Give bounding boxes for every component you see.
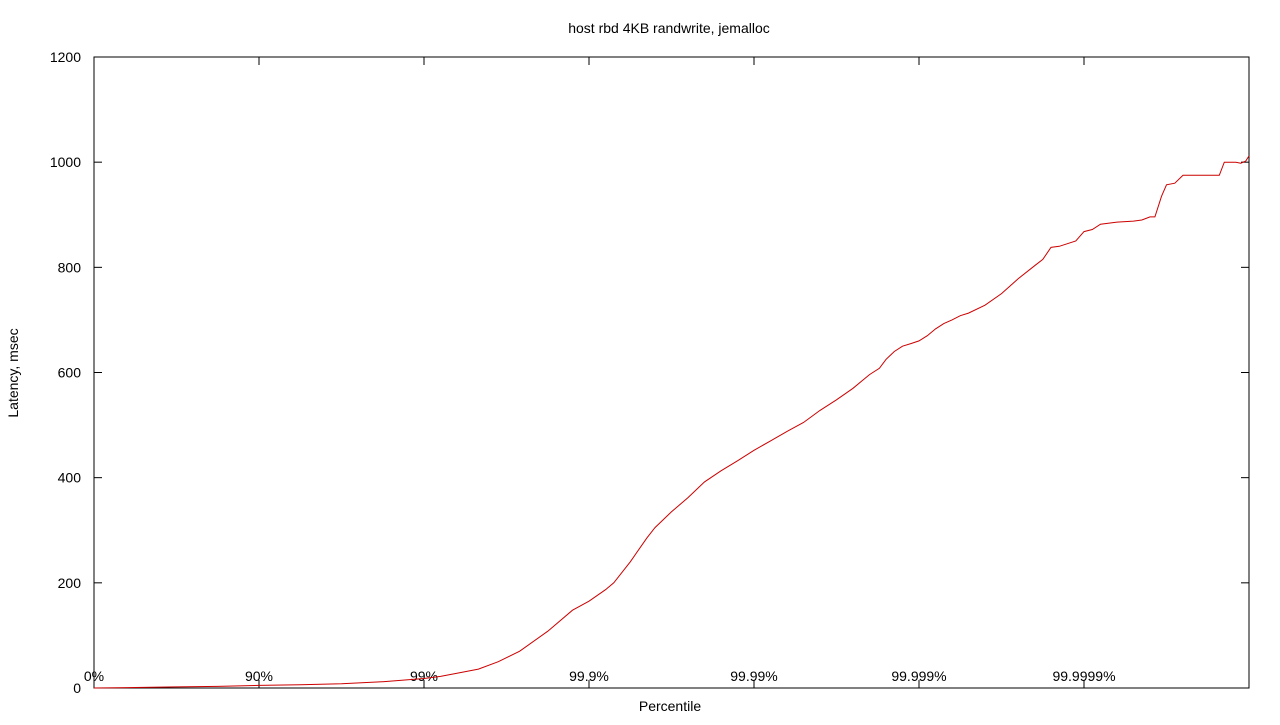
y-tick-label: 200 xyxy=(58,575,82,591)
x-tick-label: 99.99% xyxy=(730,668,777,684)
y-tick-label: 800 xyxy=(58,259,82,275)
series-layer xyxy=(93,155,1250,689)
x-tick-label: 99.9999% xyxy=(1052,668,1115,684)
chart-title: host rbd 4KB randwrite, jemalloc xyxy=(568,20,770,36)
plot-area-frame xyxy=(93,56,1250,689)
y-tick-label: 1200 xyxy=(50,49,81,65)
y-tick-label: 600 xyxy=(58,365,82,381)
y-tick-label: 0 xyxy=(73,680,81,696)
series-line-latency xyxy=(93,155,1250,689)
x-axis: 0% 90% 99% 99.9% 99.99% 99.999% 99.9999% xyxy=(84,57,1116,688)
x-tick-label: 0% xyxy=(84,668,104,684)
y-axis-label: Latency, msec xyxy=(5,328,21,417)
x-tick-label: 99% xyxy=(410,668,438,684)
x-axis-label: Percentile xyxy=(639,698,701,714)
y-tick-label: 1000 xyxy=(50,154,81,170)
x-tick-label: 90% xyxy=(245,668,273,684)
x-tick-label: 99.9% xyxy=(569,668,609,684)
y-axis: 0 200 400 600 800 1000 1200 xyxy=(50,49,1249,696)
x-tick-label: 99.999% xyxy=(891,668,946,684)
y-tick-label: 400 xyxy=(58,470,82,486)
